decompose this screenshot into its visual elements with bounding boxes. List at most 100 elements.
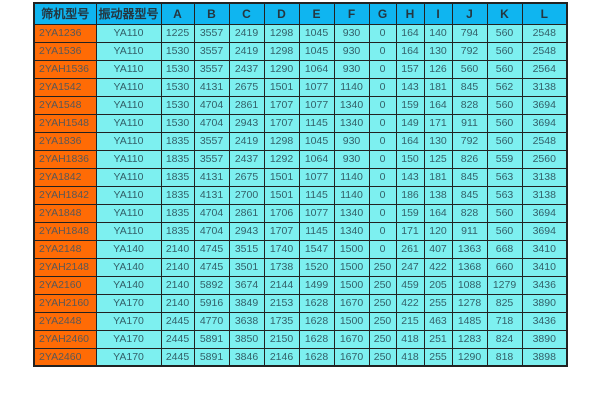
value-cell: 3410: [521, 239, 568, 259]
value-cell: 3436: [521, 311, 568, 331]
model-cell: 2YA1842: [33, 167, 97, 187]
value-cell: 2548: [521, 41, 568, 61]
vibrator-cell: YA110: [95, 113, 162, 133]
table-row: 2YAH1848 YA110 1835 4704 2943 1707 1145 1340 0 17…: [33, 221, 568, 241]
model-cell: 2YAH1848: [33, 221, 97, 241]
value-cell: 0: [368, 167, 397, 187]
value-cell: 1298: [263, 23, 300, 43]
value-cell: 4131: [193, 185, 230, 205]
table-row: 2YAH1548 YA110 1530 4704 2943 1707 1145 1340 0 14…: [33, 113, 568, 133]
value-cell: 250: [368, 275, 397, 295]
value-cell: 1706: [263, 203, 300, 223]
value-cell: 164: [395, 41, 425, 61]
value-cell: 149: [395, 113, 425, 133]
value-cell: 2700: [228, 185, 265, 205]
value-cell: 2548: [521, 23, 568, 43]
value-cell: 159: [395, 95, 425, 115]
value-cell: 1298: [263, 41, 300, 61]
column-header-J: J: [451, 2, 488, 25]
value-cell: 130: [423, 41, 453, 61]
value-cell: 4131: [193, 167, 230, 187]
value-cell: 562: [486, 77, 523, 97]
value-cell: 1500: [333, 311, 370, 331]
value-cell: 1628: [298, 311, 335, 331]
spec-table: 筛机型号 振动器型号 A B C D E F G H I J K L 2YA1236 YA110 1225 35…: [33, 2, 568, 367]
column-header-L: L: [521, 2, 568, 25]
value-cell: 2437: [228, 59, 265, 79]
value-cell: 159: [395, 203, 425, 223]
column-header-A: A: [160, 2, 195, 25]
value-cell: 3557: [193, 59, 230, 79]
value-cell: 0: [368, 221, 397, 241]
value-cell: 1064: [298, 59, 335, 79]
value-cell: 140: [423, 23, 453, 43]
table-row: 2YA1548 YA110 1530 4704 2861 1707 1077 1340 0 159…: [33, 95, 568, 115]
value-cell: 215: [395, 311, 425, 331]
column-header-C: C: [228, 2, 265, 25]
value-cell: 930: [333, 131, 370, 151]
value-cell: 828: [451, 203, 488, 223]
value-cell: 560: [451, 59, 488, 79]
value-cell: 3898: [521, 347, 568, 367]
value-cell: 1628: [298, 347, 335, 367]
value-cell: 4704: [193, 221, 230, 241]
value-cell: 181: [423, 167, 453, 187]
table-row: 2YA1536 YA110 1530 3557 2419 1298 1045 930 0 164 1…: [33, 41, 568, 61]
model-cell: 2YA1848: [33, 203, 97, 223]
value-cell: 794: [451, 23, 488, 43]
value-cell: 164: [395, 23, 425, 43]
value-cell: 1340: [333, 95, 370, 115]
value-cell: 4770: [193, 311, 230, 331]
value-cell: 1835: [160, 149, 195, 169]
table-row: 2YA1848 YA110 1835 4704 2861 1706 1077 1340 0 159…: [33, 203, 568, 223]
value-cell: 418: [395, 347, 425, 367]
value-cell: 3694: [521, 113, 568, 133]
value-cell: 2564: [521, 59, 568, 79]
model-cell: 2YA2448: [33, 311, 97, 331]
value-cell: 164: [395, 131, 425, 151]
column-header-K: K: [486, 2, 523, 25]
value-cell: 560: [486, 113, 523, 133]
value-cell: 1077: [298, 203, 335, 223]
value-cell: 563: [486, 185, 523, 205]
value-cell: 0: [368, 41, 397, 61]
value-cell: 2437: [228, 149, 265, 169]
value-cell: 930: [333, 59, 370, 79]
value-cell: 818: [486, 347, 523, 367]
value-cell: 255: [423, 293, 453, 313]
value-cell: 1740: [263, 239, 300, 259]
value-cell: 1835: [160, 185, 195, 205]
value-cell: 3846: [228, 347, 265, 367]
value-cell: 559: [486, 149, 523, 169]
value-cell: 261: [395, 239, 425, 259]
value-cell: 2419: [228, 23, 265, 43]
value-cell: 1547: [298, 239, 335, 259]
value-cell: 255: [423, 347, 453, 367]
value-cell: 845: [451, 185, 488, 205]
value-cell: 205: [423, 275, 453, 295]
value-cell: 1283: [451, 329, 488, 349]
value-cell: 825: [486, 293, 523, 313]
value-cell: 2445: [160, 329, 195, 349]
value-cell: 3850: [228, 329, 265, 349]
value-cell: 0: [368, 59, 397, 79]
column-header-G: G: [368, 2, 397, 25]
model-cell: 2YA1536: [33, 41, 97, 61]
value-cell: 1738: [263, 257, 300, 277]
value-cell: 186: [395, 185, 425, 205]
value-cell: 718: [486, 311, 523, 331]
vibrator-cell: YA110: [95, 41, 162, 61]
column-header-H: H: [395, 2, 425, 25]
vibrator-cell: YA110: [95, 23, 162, 43]
value-cell: 247: [395, 257, 425, 277]
value-cell: 1340: [333, 221, 370, 241]
value-cell: 3557: [193, 41, 230, 61]
value-cell: 1501: [263, 77, 300, 97]
value-cell: 1088: [451, 275, 488, 295]
value-cell: 911: [451, 221, 488, 241]
value-cell: 3515: [228, 239, 265, 259]
value-cell: 2153: [263, 293, 300, 313]
value-cell: 120: [423, 221, 453, 241]
value-cell: 1298: [263, 131, 300, 151]
value-cell: 164: [423, 203, 453, 223]
